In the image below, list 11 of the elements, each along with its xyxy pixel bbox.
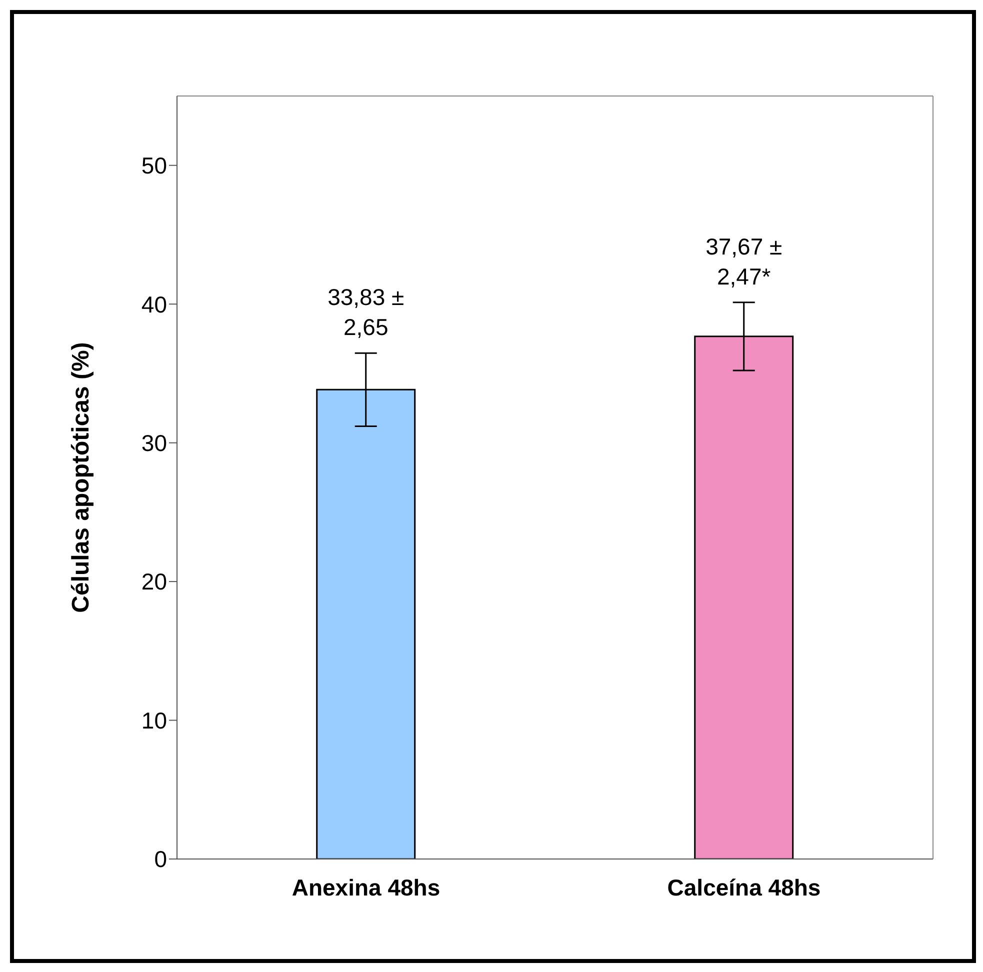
- y-tick-label: 50: [141, 152, 167, 179]
- y-axis-title: Células apoptóticas (%): [68, 342, 95, 613]
- y-tick-label: 10: [141, 707, 167, 734]
- y-tick-label: 0: [154, 846, 167, 872]
- y-tick-label: 20: [141, 568, 167, 595]
- x-tick-label: Calceína 48hs: [667, 874, 821, 900]
- y-tick-label: 40: [141, 291, 167, 318]
- x-tick-label: Anexina 48hs: [292, 874, 440, 900]
- y-tick-label: 30: [141, 430, 167, 456]
- data-label: 33,83 ± 2,65: [328, 284, 404, 340]
- data-label: 37,67 ± 2,47*: [706, 233, 782, 290]
